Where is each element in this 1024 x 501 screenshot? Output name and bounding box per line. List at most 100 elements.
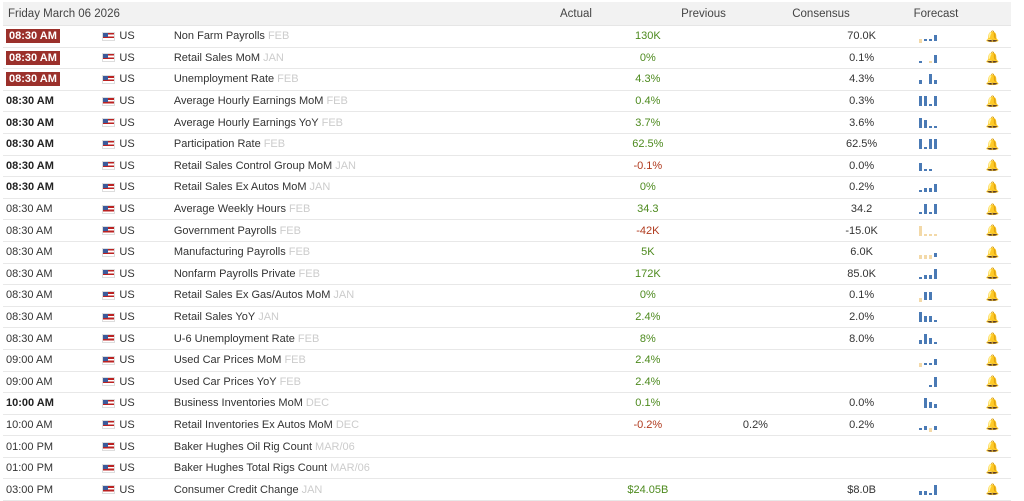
bell-icon[interactable]: 🔔 bbox=[985, 203, 1000, 216]
sparkline-chart[interactable] bbox=[919, 180, 974, 194]
event-cell[interactable]: Retail Sales Ex Gas/Autos MoM JAN bbox=[174, 289, 472, 301]
table-row[interactable]: 08:30 AM US Average Weekly Hours FEB 34.3… bbox=[3, 199, 1011, 221]
sparkline-chart[interactable] bbox=[919, 461, 974, 475]
event-cell[interactable]: Participation Rate FEB bbox=[174, 138, 472, 150]
event-cell[interactable]: U-6 Unemployment Rate FEB bbox=[174, 333, 472, 345]
bell-icon[interactable]: 🔔 bbox=[985, 376, 1000, 389]
event-cell[interactable]: Non Farm Payrolls FEB bbox=[174, 30, 472, 42]
event-name[interactable]: Unemployment Rate bbox=[173, 73, 275, 86]
bell-icon[interactable]: 🔔 bbox=[985, 311, 1000, 324]
bell-icon[interactable]: 🔔 bbox=[985, 225, 1000, 238]
event-cell[interactable]: Average Hourly Earnings YoY FEB bbox=[174, 117, 472, 129]
table-row[interactable]: 08:30 AM US Retail Sales YoY JAN 2.4% 2.0… bbox=[3, 307, 1011, 329]
table-row[interactable]: 08:30 AM US Retail Sales Control Group M… bbox=[3, 156, 1011, 178]
event-name[interactable]: Baker Hughes Total Rigs Count bbox=[173, 462, 328, 475]
event-name[interactable]: Retail Sales YoY bbox=[173, 311, 256, 324]
sparkline-chart[interactable] bbox=[919, 310, 974, 324]
event-cell[interactable]: Consumer Credit Change JAN bbox=[174, 484, 472, 496]
sparkline-chart[interactable] bbox=[919, 288, 974, 303]
bell-icon[interactable]: 🔔 bbox=[985, 117, 1000, 130]
event-name[interactable]: Non Farm Payrolls bbox=[173, 30, 265, 43]
event-cell[interactable]: Used Car Prices MoM FEB bbox=[174, 354, 472, 366]
table-row[interactable]: 03:00 PM US Consumer Credit Change JAN $2… bbox=[3, 479, 1011, 501]
event-cell[interactable]: Baker Hughes Total Rigs Count MAR/06 bbox=[174, 462, 472, 474]
sparkline-chart[interactable] bbox=[919, 137, 974, 151]
sparkline-chart[interactable] bbox=[919, 224, 974, 238]
table-row[interactable]: 08:30 AM US Retail Sales MoM JAN 0% 0.1% … bbox=[3, 48, 1011, 70]
event-cell[interactable]: Unemployment Rate FEB bbox=[174, 73, 472, 85]
sparkline-chart[interactable] bbox=[919, 116, 974, 130]
sparkline-chart[interactable] bbox=[919, 245, 974, 260]
event-cell[interactable]: Government Payrolls FEB bbox=[174, 225, 472, 237]
table-row[interactable]: 08:30 AM US Retail Sales Ex Autos MoM JAN… bbox=[3, 177, 1011, 199]
event-cell[interactable]: Average Hourly Earnings MoM FEB bbox=[174, 95, 472, 107]
table-row[interactable]: 08:30 AM US Government Payrolls FEB -42K … bbox=[3, 220, 1011, 242]
sparkline-chart[interactable] bbox=[919, 267, 974, 281]
event-name[interactable]: Average Weekly Hours bbox=[173, 203, 286, 216]
event-name[interactable]: U-6 Unemployment Rate bbox=[173, 332, 295, 345]
table-row[interactable]: 08:30 AM US Participation Rate FEB 62.5% … bbox=[3, 134, 1011, 156]
sparkline-chart[interactable] bbox=[919, 375, 974, 389]
event-cell[interactable]: Nonfarm Payrolls Private FEB bbox=[174, 268, 472, 280]
event-cell[interactable]: Retail Sales Control Group MoM JAN bbox=[174, 160, 472, 172]
table-row[interactable]: 08:30 AM US Nonfarm Payrolls Private FEB … bbox=[3, 264, 1011, 286]
bell-icon[interactable]: 🔔 bbox=[985, 160, 1000, 173]
event-name[interactable]: Retail Sales Ex Gas/Autos MoM bbox=[173, 289, 331, 302]
table-row[interactable]: 09:00 AM US Used Car Prices MoM FEB 2.4% … bbox=[3, 350, 1011, 372]
sparkline-chart[interactable] bbox=[919, 29, 974, 44]
table-row[interactable]: 08:30 AM US Non Farm Payrolls FEB 130K 70… bbox=[3, 26, 1011, 48]
event-name[interactable]: Manufacturing Payrolls bbox=[173, 246, 286, 259]
event-name[interactable]: Used Car Prices MoM bbox=[173, 354, 282, 367]
bell-icon[interactable]: 🔔 bbox=[985, 441, 1000, 454]
sparkline-chart[interactable] bbox=[919, 396, 974, 410]
event-cell[interactable]: Retail Sales YoY JAN bbox=[174, 311, 472, 323]
event-cell[interactable]: Business Inventories MoM DEC bbox=[174, 397, 472, 409]
sparkline-chart[interactable] bbox=[919, 483, 974, 497]
table-row[interactable]: 08:30 AM US Average Hourly Earnings YoY F… bbox=[3, 112, 1011, 134]
table-row[interactable]: 09:00 AM US Used Car Prices YoY FEB 2.4% … bbox=[3, 372, 1011, 394]
bell-icon[interactable]: 🔔 bbox=[985, 246, 1000, 259]
sparkline-chart[interactable] bbox=[919, 332, 974, 346]
table-row[interactable]: 08:30 AM US Unemployment Rate FEB 4.3% 4.… bbox=[3, 69, 1011, 91]
bell-icon[interactable]: 🔔 bbox=[985, 289, 1000, 302]
sparkline-chart[interactable] bbox=[919, 159, 974, 173]
table-row[interactable]: 08:30 AM US Manufacturing Payrolls FEB 5K… bbox=[3, 242, 1011, 264]
bell-icon[interactable]: 🔔 bbox=[985, 138, 1000, 151]
bell-icon[interactable]: 🔔 bbox=[985, 95, 1000, 108]
event-name[interactable]: Business Inventories MoM bbox=[173, 397, 303, 410]
bell-icon[interactable]: 🔔 bbox=[985, 52, 1000, 65]
event-name[interactable]: Nonfarm Payrolls Private bbox=[173, 267, 296, 280]
bell-icon[interactable]: 🔔 bbox=[985, 30, 1000, 43]
event-name[interactable]: Retail Sales Ex Autos MoM bbox=[173, 181, 307, 194]
event-name[interactable]: Government Payrolls bbox=[173, 224, 277, 237]
event-cell[interactable]: Used Car Prices YoY FEB bbox=[174, 376, 472, 388]
event-cell[interactable]: Baker Hughes Oil Rig Count MAR/06 bbox=[174, 441, 472, 453]
event-cell[interactable]: Retail Sales Ex Autos MoM JAN bbox=[174, 181, 472, 193]
sparkline-chart[interactable] bbox=[919, 51, 974, 65]
table-row[interactable]: 08:30 AM US Retail Sales Ex Gas/Autos Mo… bbox=[3, 285, 1011, 307]
sparkline-chart[interactable] bbox=[919, 418, 974, 432]
table-row[interactable]: 08:30 AM US U-6 Unemployment Rate FEB 8% … bbox=[3, 328, 1011, 350]
event-name[interactable]: Average Hourly Earnings MoM bbox=[173, 95, 324, 108]
sparkline-chart[interactable] bbox=[919, 440, 974, 454]
event-name[interactable]: Used Car Prices YoY bbox=[173, 375, 277, 388]
table-row[interactable]: 10:00 AM US Retail Inventories Ex Autos … bbox=[3, 415, 1011, 437]
event-name[interactable]: Average Hourly Earnings YoY bbox=[173, 116, 319, 129]
event-name[interactable]: Retail Inventories Ex Autos MoM bbox=[173, 418, 333, 431]
sparkline-chart[interactable] bbox=[919, 202, 974, 216]
event-name[interactable]: Participation Rate bbox=[173, 138, 261, 151]
table-row[interactable]: 10:00 AM US Business Inventories MoM DEC … bbox=[3, 393, 1011, 415]
table-row[interactable]: 01:00 PM US Baker Hughes Total Rigs Coun… bbox=[3, 458, 1011, 480]
event-name[interactable]: Baker Hughes Oil Rig Count bbox=[173, 440, 313, 453]
table-row[interactable]: 01:00 PM US Baker Hughes Oil Rig Count MA… bbox=[3, 436, 1011, 458]
event-cell[interactable]: Retail Inventories Ex Autos MoM DEC bbox=[174, 419, 472, 431]
bell-icon[interactable]: 🔔 bbox=[985, 181, 1000, 194]
bell-icon[interactable]: 🔔 bbox=[985, 73, 1000, 86]
bell-icon[interactable]: 🔔 bbox=[985, 268, 1000, 281]
event-name[interactable]: Consumer Credit Change bbox=[173, 483, 299, 496]
sparkline-chart[interactable] bbox=[919, 72, 974, 86]
event-name[interactable]: Retail Sales MoM bbox=[173, 51, 261, 64]
event-cell[interactable]: Retail Sales MoM JAN bbox=[174, 52, 472, 64]
table-row[interactable]: 08:30 AM US Average Hourly Earnings MoM F… bbox=[3, 91, 1011, 113]
sparkline-chart[interactable] bbox=[919, 353, 974, 368]
